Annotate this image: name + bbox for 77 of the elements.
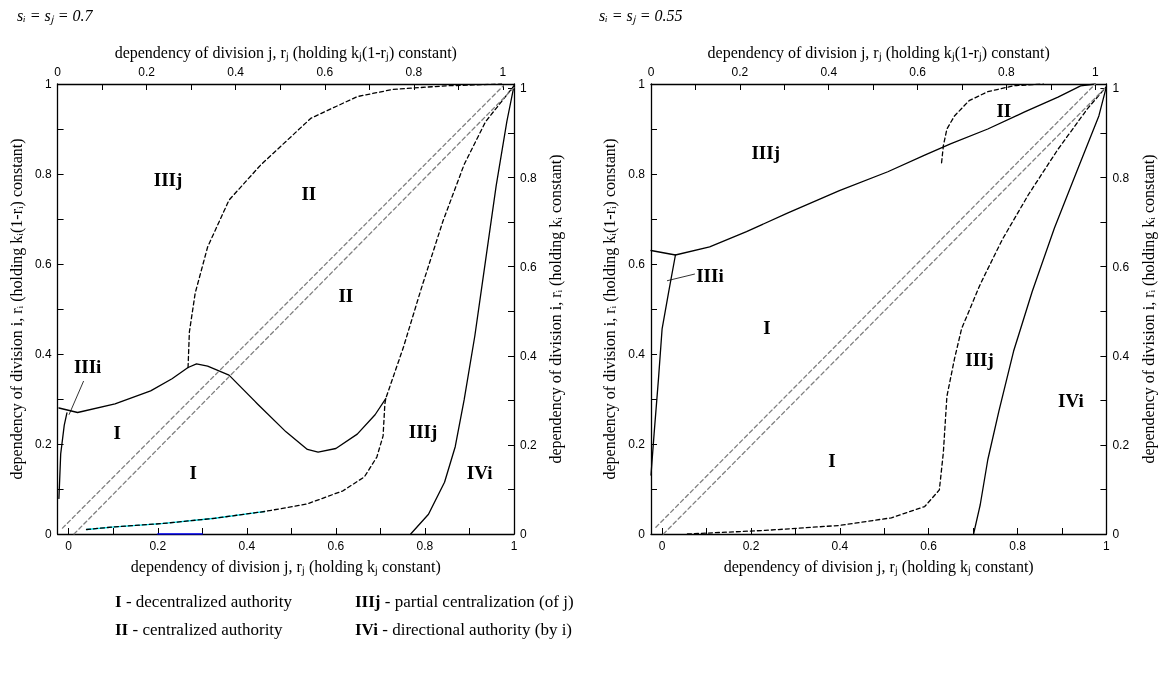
annotation: IIIi: [696, 264, 724, 286]
annotation: IVi: [466, 461, 493, 483]
x2-tick-label: 0: [54, 65, 62, 79]
y2-axis-title: dependency of division i, rᵢ (holding kᵢ constant): [1139, 154, 1158, 464]
y-tick-label: 0.4: [628, 347, 646, 361]
annotation: II: [338, 284, 354, 306]
y-tick-label: 0.4: [34, 347, 52, 361]
annotation: II: [301, 182, 317, 204]
annotation: I: [189, 461, 197, 483]
x-axis-title: dependency of division j, rⱼ (holding kⱼ constant): [723, 557, 1034, 576]
x-tick-label: 0: [658, 539, 666, 553]
x-tick-label: 0.6: [327, 539, 345, 553]
text: IVi - directional authority (by i): [355, 620, 574, 640]
y2-axis-title: dependency of division i, rᵢ (holding kᵢ constant): [547, 154, 566, 464]
x2-tick-label: 0.2: [731, 65, 749, 79]
x2-axis-title: dependency of division j, rⱼ (holding kⱼ(1-rⱼ) constant): [707, 43, 1050, 62]
x-tick-label: 0.6: [920, 539, 938, 553]
y-tick-label: 0: [44, 527, 52, 541]
annotation: IIIj: [153, 168, 183, 190]
x2-tick-label: 1: [499, 65, 507, 79]
y2-tick-label: 0.8: [1112, 170, 1130, 185]
y-tick-label: 0: [638, 527, 646, 541]
x-tick-label: 0.2: [149, 539, 167, 553]
x2-tick-label: 0.8: [405, 65, 423, 79]
y-tick-label: 0.2: [34, 437, 52, 451]
annotation: I: [763, 316, 771, 338]
y-tick-label: 0.8: [628, 167, 646, 181]
text: IIIj - partial centralization (of j): [355, 592, 575, 612]
annotation: I: [828, 449, 836, 471]
annotation: II: [996, 99, 1012, 121]
text: I - decentralized authority: [115, 592, 293, 612]
annotation: IIIj: [408, 420, 438, 442]
y2-tick-label: 1: [520, 81, 527, 96]
annotation: IVi: [1058, 389, 1084, 411]
y2-tick-label: 0.6: [520, 259, 538, 274]
x2-tick-label: 0.8: [998, 65, 1016, 79]
x2-tick-label: 0.2: [138, 65, 156, 79]
x2-tick-label: 0.6: [909, 65, 927, 79]
x-tick-label: 1: [1103, 539, 1111, 553]
x2-tick-label: 0: [647, 65, 655, 79]
y2-tick-label: 1: [1112, 81, 1120, 96]
chart-title: sᵢ = sⱼ = 0.7: [17, 6, 94, 25]
x2-tick-label: 0.6: [316, 65, 334, 79]
y-tick-label: 1: [638, 77, 646, 91]
annotation: IIIj: [965, 348, 994, 370]
x2-tick-label: 0.4: [820, 65, 838, 79]
x-tick-label: 0.8: [1009, 539, 1027, 553]
x-tick-label: 0.2: [742, 539, 760, 553]
x2-tick-label: 1: [1091, 65, 1099, 79]
x2-tick-label: 0.4: [227, 65, 245, 79]
x-tick-label: 1: [510, 539, 518, 553]
chart-title: sᵢ = sⱼ = 0.55: [599, 6, 683, 25]
x-tick-label: 0.8: [416, 539, 434, 553]
annotation: IIIi: [73, 355, 102, 377]
y-tick-label: 0.8: [34, 167, 52, 181]
y2-tick-label: 0.2: [1112, 437, 1130, 452]
y-tick-label: 0.6: [34, 257, 52, 271]
y-axis-title: dependency of division i, rᵢ (holding kᵢ(1-rᵢ) constant): [7, 138, 26, 480]
y2-tick-label: 0.8: [520, 170, 538, 185]
y2-tick-label: 0: [1112, 527, 1120, 541]
y-tick-label: 0.2: [628, 437, 646, 451]
x-axis-title: dependency of division j, rⱼ (holding kⱼ constant): [130, 557, 441, 576]
x-tick-label: 0.4: [831, 539, 849, 553]
y-tick-label: 1: [44, 77, 52, 91]
y-tick-label: 0.6: [628, 257, 646, 271]
text: II - centralized authority: [115, 620, 284, 640]
annotation: IIIj: [751, 141, 780, 162]
y2-tick-label: 0.4: [520, 348, 538, 363]
y2-tick-label: 0.2: [520, 437, 538, 452]
x-tick-label: 0.4: [238, 539, 256, 553]
x2-axis-title: dependency of division j, rⱼ (holding kⱼ(1-rⱼ) constant): [114, 43, 457, 62]
y2-tick-label: 0.6: [1112, 259, 1130, 274]
y2-tick-label: 0.4: [1112, 348, 1130, 363]
annotation: I: [113, 421, 122, 443]
x-tick-label: 0: [65, 539, 73, 553]
y2-tick-label: 0: [520, 527, 527, 541]
y-axis-title: dependency of division i, rᵢ (holding kᵢ(1-rᵢ) constant): [600, 138, 619, 480]
